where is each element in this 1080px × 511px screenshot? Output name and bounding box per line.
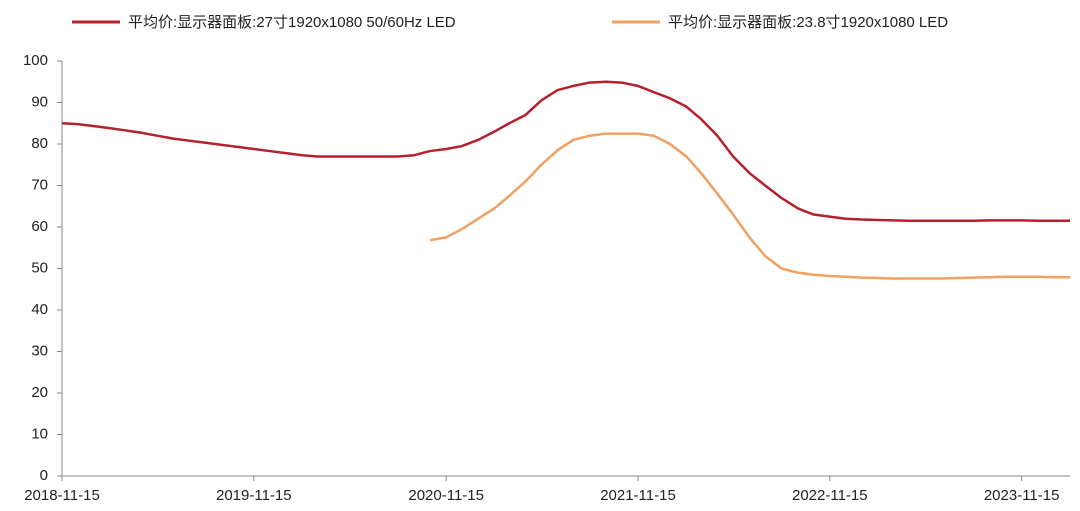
x-tick-label: 2021-11-15 bbox=[600, 487, 676, 504]
y-tick-label: 70 bbox=[31, 176, 48, 193]
x-tick-label: 2023-11-15 bbox=[984, 487, 1060, 504]
y-tick-label: 30 bbox=[31, 342, 48, 359]
x-tick-label: 2020-11-15 bbox=[408, 487, 484, 504]
legend-label: 平均价:显示器面板:23.8寸1920x1080 LED bbox=[668, 13, 948, 31]
y-tick-label: 40 bbox=[31, 301, 48, 318]
y-tick-label: 10 bbox=[31, 425, 48, 442]
y-tick-label: 50 bbox=[31, 259, 48, 276]
y-tick-label: 80 bbox=[31, 135, 48, 152]
x-tick-label: 2018-11-15 bbox=[24, 487, 100, 504]
legend-label: 平均价:显示器面板:27寸1920x1080 50/60Hz LED bbox=[128, 13, 456, 31]
y-tick-label: 20 bbox=[31, 384, 48, 401]
y-tick-label: 60 bbox=[31, 218, 48, 235]
y-tick-label: 90 bbox=[31, 93, 48, 110]
y-tick-label: 0 bbox=[40, 467, 48, 484]
line-series bbox=[61, 80, 1070, 223]
y-tick-label: 100 bbox=[23, 52, 48, 69]
x-tick-label: 2019-11-15 bbox=[216, 487, 292, 504]
x-tick-label: 2022-11-15 bbox=[792, 487, 868, 504]
line-series bbox=[429, 132, 1070, 280]
